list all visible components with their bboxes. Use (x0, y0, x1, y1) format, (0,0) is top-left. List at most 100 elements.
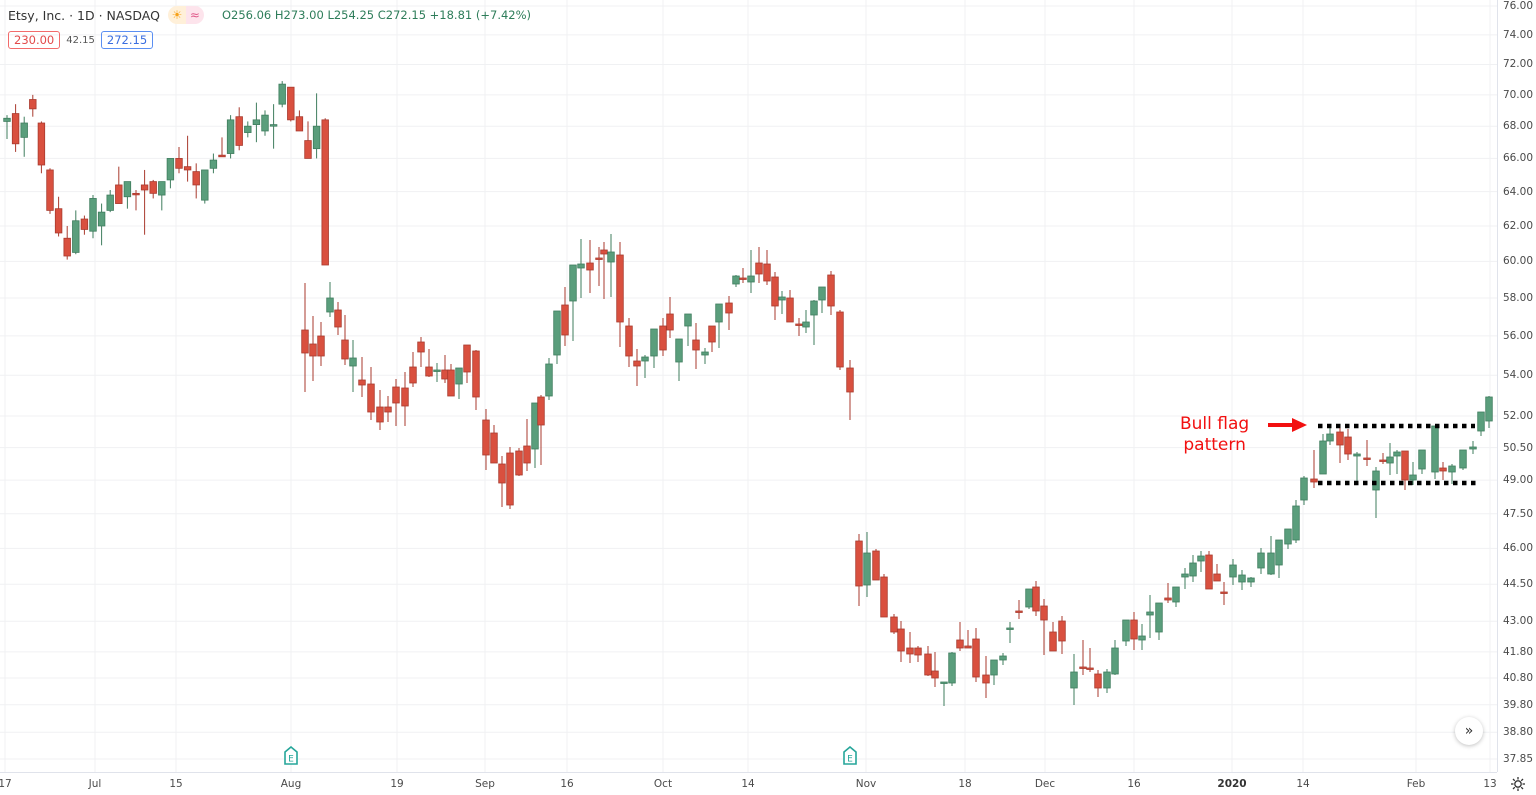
candle (1319, 434, 1327, 475)
candle (600, 242, 608, 299)
candle (595, 247, 603, 286)
candle (301, 283, 309, 392)
candle (633, 349, 641, 386)
candle (183, 135, 192, 182)
price-tick-label: 58.00 (1502, 292, 1533, 304)
candle (482, 409, 490, 470)
candle (675, 338, 683, 381)
price-tick-label: 47.50 (1502, 507, 1533, 520)
time-tick-label: Nov (855, 778, 877, 790)
status-badges[interactable]: ☀ ≈ (167, 6, 204, 24)
time-tick-label: 13 (1483, 778, 1497, 790)
candle (472, 350, 480, 410)
candles (3, 81, 1493, 706)
candle (771, 272, 779, 320)
candle (72, 210, 80, 255)
candle (1431, 425, 1439, 479)
settings-button[interactable] (1508, 774, 1528, 794)
ohlc-values: O256.06 H273.00 L254.25 C272.15 +18.81 (… (221, 8, 532, 22)
candle (3, 115, 11, 139)
candle (855, 534, 863, 606)
candle (1247, 577, 1255, 587)
candle (1238, 570, 1246, 590)
candle (1229, 559, 1237, 585)
earnings-marker-icon[interactable]: E (283, 745, 299, 766)
annotation-arrow-icon (1268, 418, 1307, 432)
candle (537, 395, 545, 465)
candle (1379, 453, 1387, 464)
candle (818, 286, 826, 313)
candle (1275, 539, 1283, 578)
annotation-line-2: pattern (1183, 435, 1246, 455)
candle (425, 349, 433, 377)
sell-price-button[interactable]: 230.00 (8, 31, 61, 49)
candle (20, 116, 28, 157)
candle (295, 110, 304, 132)
candle (244, 121, 252, 138)
candle (1439, 462, 1447, 480)
candle (321, 118, 329, 266)
candle (1469, 441, 1477, 454)
candle (89, 195, 97, 239)
candle (708, 325, 716, 352)
candle (545, 358, 553, 400)
candle (115, 166, 123, 204)
candle (123, 181, 132, 209)
sun-icon[interactable]: ☀ (167, 6, 186, 24)
candle (684, 313, 692, 346)
candle (810, 300, 818, 345)
time-axis[interactable]: 17 Jul 15 Aug 19 Sep 16 Oct 14 Nov 18 Dec 16 2020 14 Fe… (0, 772, 1497, 795)
candle (1336, 427, 1344, 463)
price-tick-label: 37.85 (1502, 753, 1533, 766)
candle (795, 318, 803, 336)
candle (755, 247, 763, 283)
candle (890, 614, 898, 634)
candle (417, 337, 425, 367)
candle (616, 242, 624, 347)
candle (586, 240, 594, 293)
candle (1189, 555, 1197, 582)
candle (1006, 622, 1014, 643)
candle (778, 291, 786, 314)
symbol-title[interactable]: Etsy, Inc. · 1D · NASDAQ (8, 7, 160, 23)
price-tick-label: 49.00 (1502, 474, 1533, 487)
chart-plot-area[interactable] (0, 0, 1497, 772)
candle (235, 107, 243, 151)
bull-flag-annotation: Bull flag pattern (1180, 414, 1249, 456)
svg-text:E: E (288, 755, 294, 765)
candle (725, 296, 733, 330)
candle (1086, 648, 1094, 672)
candle (278, 81, 286, 108)
scroll-to-realtime-button[interactable]: » (1455, 717, 1483, 745)
wave-icon[interactable]: ≈ (185, 6, 204, 24)
candlestick-chart[interactable] (0, 0, 1497, 772)
time-tick-label: 16 (1127, 778, 1141, 790)
price-axis[interactable]: 76.00 74.00 72.00 70.00 68.00 66.00 64.00 62.00… (1497, 0, 1536, 772)
candle (982, 656, 990, 698)
candle (1094, 670, 1102, 697)
candle (1049, 622, 1057, 652)
candle (1386, 443, 1394, 475)
candle (175, 147, 183, 174)
time-tick-label: 14 (1296, 778, 1310, 790)
earnings-marker-icon[interactable]: E (842, 745, 858, 766)
svg-text:E: E (847, 755, 853, 765)
candle (498, 456, 506, 507)
time-tick-label: 17 (0, 778, 12, 790)
candle (358, 357, 366, 397)
spread-value: 42.15 (66, 34, 95, 46)
price-tick-label: 64.00 (1502, 185, 1533, 198)
candle (1138, 624, 1146, 650)
candle (836, 310, 844, 370)
chart-legend-header: Etsy, Inc. · 1D · NASDAQ ☀ ≈ O256.06 H27… (8, 6, 531, 24)
price-tick-label: 56.00 (1502, 329, 1533, 342)
candle (515, 448, 523, 476)
candle (447, 364, 455, 397)
candle (650, 328, 658, 368)
buy-price-button[interactable]: 272.15 (100, 31, 154, 49)
candle (577, 239, 585, 298)
candle (1146, 595, 1154, 638)
candle (1310, 450, 1318, 488)
candle (11, 104, 20, 152)
candle (140, 169, 149, 235)
